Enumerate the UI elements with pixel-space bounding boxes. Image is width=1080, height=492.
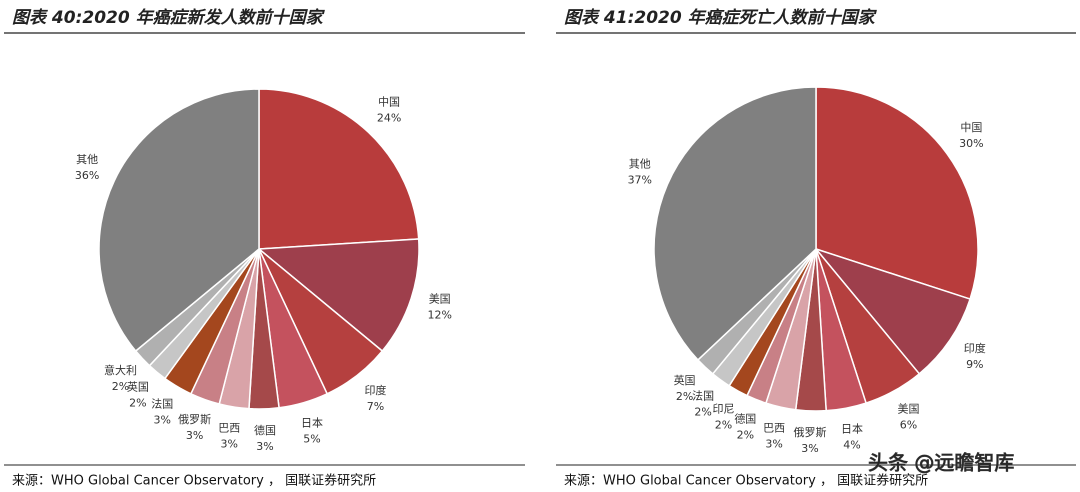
slice-value: 2% bbox=[112, 380, 129, 393]
pie-slice bbox=[257, 238, 420, 353]
slice-label: 印度 bbox=[364, 383, 386, 397]
slice-label: 日本 bbox=[841, 422, 863, 436]
slice-value: 2% bbox=[676, 390, 693, 403]
slice-value: 9% bbox=[966, 358, 983, 371]
slice-label: 意大利 bbox=[104, 363, 137, 377]
slice-label: 美国 bbox=[897, 402, 919, 415]
slice-label: 印度 bbox=[964, 341, 986, 355]
slice-value: 3% bbox=[256, 440, 273, 453]
slice-label: 巴西 bbox=[763, 421, 785, 434]
slice-value: 5% bbox=[303, 432, 320, 445]
slice-label: 其他 bbox=[629, 158, 651, 171]
source-note: 来源：WHO Global Cancer Observatory ， 国联证券研… bbox=[12, 473, 376, 489]
source-note: 来源：WHO Global Cancer Observatory ， 国联证券研… bbox=[564, 473, 928, 489]
slice-value: 30% bbox=[959, 137, 983, 150]
slice-label: 法国 bbox=[151, 397, 173, 411]
slice-label: 美国 bbox=[429, 293, 451, 306]
pie-slice bbox=[815, 86, 979, 301]
slice-value: 2% bbox=[737, 429, 754, 442]
pie-slice bbox=[653, 86, 817, 361]
slice-value: 6% bbox=[900, 418, 917, 431]
slice-label: 其他 bbox=[76, 153, 98, 166]
slice-value: 3% bbox=[154, 414, 171, 427]
watermark: 头条 @远瞻智库 bbox=[868, 451, 1014, 475]
slice-value: 7% bbox=[367, 400, 384, 413]
slice-value: 37% bbox=[628, 174, 652, 187]
slice-value: 4% bbox=[843, 439, 860, 452]
slice-label: 德国 bbox=[254, 423, 276, 437]
slice-label: 印尼 bbox=[713, 402, 735, 415]
slice-value: 3% bbox=[186, 429, 203, 442]
slice-label: 英国 bbox=[674, 373, 696, 387]
pie-slice bbox=[813, 247, 972, 375]
slice-label: 俄罗斯 bbox=[178, 413, 211, 426]
slice-value: 36% bbox=[75, 169, 99, 182]
chart-title: 图表 41:2020 年癌症死亡人数前十国家 bbox=[564, 8, 878, 28]
slice-label: 中国 bbox=[960, 121, 982, 134]
slice-label: 巴西 bbox=[218, 422, 240, 435]
slice-label: 日本 bbox=[301, 415, 323, 429]
chart-title: 图表 40:2020 年癌症新发人数前十国家 bbox=[12, 8, 326, 28]
pie-slice bbox=[258, 88, 420, 250]
slice-label: 英国 bbox=[127, 379, 149, 393]
slice-value: 12% bbox=[427, 309, 451, 322]
slice-value: 2% bbox=[694, 405, 711, 418]
slice-label: 中国 bbox=[378, 95, 400, 108]
slice-value: 24% bbox=[377, 111, 401, 124]
slice-label: 俄罗斯 bbox=[793, 426, 826, 439]
slice-value: 3% bbox=[765, 437, 782, 450]
slice-value: 2% bbox=[129, 396, 146, 409]
pie-slice bbox=[98, 88, 260, 353]
slice-value: 2% bbox=[715, 418, 732, 431]
slice-value: 3% bbox=[221, 438, 238, 451]
slice-value: 3% bbox=[801, 442, 818, 455]
slice-label: 德国 bbox=[734, 412, 756, 426]
slice-label: 法国 bbox=[692, 388, 714, 402]
